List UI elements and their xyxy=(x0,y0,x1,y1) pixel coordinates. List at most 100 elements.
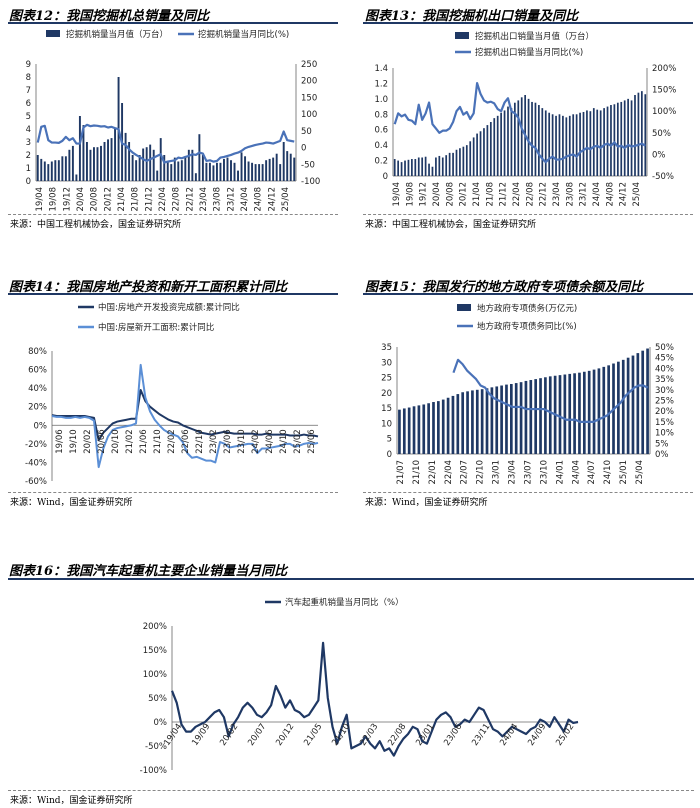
fig12-left-tick-0: 0 xyxy=(26,177,31,187)
fig12-bar-56 xyxy=(233,162,236,181)
fig12-right-tick-6: 200 xyxy=(301,77,317,87)
fig12-right-tick-5: 150 xyxy=(301,93,317,103)
fig13-source: 来源：中国工程机械协会，国金证券研究所 xyxy=(365,220,537,230)
fig13-right-tick-5: 200% xyxy=(652,64,676,74)
fig15-bar-9 xyxy=(441,399,445,454)
fig13-bar-31 xyxy=(500,112,502,176)
fig15-bar-24 xyxy=(514,383,518,454)
fig15-bar-34 xyxy=(563,374,567,454)
fig12-bar-2 xyxy=(43,161,46,181)
fig12-bar-3 xyxy=(47,164,50,181)
fig13-bar-30 xyxy=(496,115,499,176)
fig12-bar-13 xyxy=(82,125,85,181)
fig13-bar-68 xyxy=(627,98,629,176)
fig13-bar-54 xyxy=(579,112,581,176)
fig16-chart: -100%-50%0%50%100%150%200%19/04 19/09 20/0… xyxy=(140,597,579,776)
fig12-bar-36 xyxy=(163,155,166,181)
fig16-xtick-5: 21/05 xyxy=(302,722,324,748)
fig12-line-series xyxy=(36,123,295,164)
fig15-bar-51 xyxy=(646,348,649,454)
fig12-left-tick-6: 6 xyxy=(26,99,31,109)
fig14-xtick-9: 22/06 xyxy=(181,429,191,454)
fig13-bar-57 xyxy=(589,111,592,176)
fig12-bar-19 xyxy=(103,142,106,181)
fig14-xtick-5: 21/02 xyxy=(125,429,135,454)
fig12-bar-49 xyxy=(208,162,211,181)
fig12-xtick-7: 21/08 xyxy=(131,187,141,212)
fig13-xtick-18: 25/04 xyxy=(632,182,642,207)
fig12-xtick-2: 19/12 xyxy=(62,187,72,212)
fig15-xtick-3: 22/04 xyxy=(444,460,454,485)
fig16-ytick-3: 50% xyxy=(148,694,167,704)
fig13-left-tick-3: 0.6 xyxy=(374,126,388,136)
fig12-bar-46 xyxy=(198,134,201,181)
fig12-bar-66 xyxy=(268,158,271,181)
fig12-xtick-13: 23/08 xyxy=(213,187,223,212)
fig15-bar-2 xyxy=(407,407,411,454)
fig15-right-tick-0: 0% xyxy=(655,450,669,460)
fig15-left-tick-1: 5 xyxy=(387,435,392,445)
fig12-bar-55 xyxy=(230,160,232,181)
fig16-title-rule xyxy=(8,578,694,580)
fig14-legend-label-0: 中国:房地产开发投资完成额:累计同比 xyxy=(98,302,240,313)
fig16-ytick-0: -100% xyxy=(140,766,167,776)
fig12-bar-42 xyxy=(184,156,187,181)
fig15-bar-29 xyxy=(539,378,542,454)
fig14-xtick-14: 24/02 xyxy=(251,429,261,454)
fig15-xtick-6: 23/01 xyxy=(492,460,502,485)
fig15-xtick-2: 22/01 xyxy=(428,460,438,485)
fig15-bar-11 xyxy=(451,395,455,454)
fig15-bar-16 xyxy=(475,389,479,454)
fig16-xtick-8: 22/08 xyxy=(386,722,408,748)
fig15-bar-26 xyxy=(524,380,528,454)
fig14-xtick-11: 23/02 xyxy=(209,429,219,454)
fig12-chart: 0 1 2 3 4 5 6 7 8 9 -100 -50 0 50 100 150 200 250 19/04 19/… xyxy=(26,29,321,212)
fig15-right-tick-1: 5% xyxy=(655,439,669,449)
fig16-ytick-2: 0% xyxy=(154,718,168,728)
fig13-bar-48 xyxy=(558,114,561,176)
fig13-xtick-6: 21/04 xyxy=(472,182,482,207)
fig12-title-rule xyxy=(8,22,338,24)
fig15-right-tick-8: 40% xyxy=(655,364,674,374)
fig13-bar-40 xyxy=(531,101,533,176)
fig15-left-tick-4: 20 xyxy=(381,389,392,399)
fig15-bar-33 xyxy=(558,375,562,454)
fig14-xtick-15: 24/06 xyxy=(265,429,275,454)
fig12-left-tick-9: 9 xyxy=(26,60,31,70)
fig12-bar-15 xyxy=(89,149,92,181)
fig12-bar-37 xyxy=(166,161,169,181)
fig12-bar-38 xyxy=(170,164,173,181)
fig15-bar-21 xyxy=(500,385,503,454)
fig15-legend-label-0: 地方政府专项债务(万亿元) xyxy=(477,303,577,314)
fig13-xtick-5: 20/12 xyxy=(459,182,469,207)
fig12-right-tick-0: -100 xyxy=(301,177,320,187)
fig12-bar-54 xyxy=(226,157,229,181)
fig12-xtick-6: 21/04 xyxy=(117,187,127,212)
fig13-bar-24 xyxy=(476,133,478,176)
fig13-xtick-1: 19/08 xyxy=(405,182,415,207)
fig12-bar-39 xyxy=(173,157,176,181)
fig12-bar-6 xyxy=(57,160,60,181)
fig15-left-tick-5: 25 xyxy=(381,374,392,384)
fig13-bar-11 xyxy=(431,166,434,176)
fig15-bar-35 xyxy=(568,373,572,454)
fig13-bar-39 xyxy=(527,98,530,176)
fig12-bar-43 xyxy=(187,149,190,181)
fig12-bar-33 xyxy=(152,149,155,181)
fig16-ytick-4: 100% xyxy=(143,670,167,680)
fig12-bar-14 xyxy=(85,142,88,181)
fig14-xtick-18: 25/06 xyxy=(307,429,317,454)
fig13-xtick-8: 21/12 xyxy=(499,182,509,207)
fig15-bar-47 xyxy=(626,357,630,454)
fig16-ytick-5: 150% xyxy=(143,646,167,656)
fig14-xtick-4: 20/10 xyxy=(111,429,121,454)
fig15-left-tick-6: 30 xyxy=(381,358,392,368)
fig14-ytick-7: 80% xyxy=(28,347,47,357)
fig15-bar-43 xyxy=(607,365,610,454)
fig13-right-tick-1: 0% xyxy=(652,150,666,160)
fig12-right-tick-1: -50 xyxy=(301,160,315,170)
fig12-bar-72 xyxy=(289,153,292,181)
fig15-bar-50 xyxy=(641,350,645,454)
fig13-bar-29 xyxy=(493,118,496,176)
fig12-bar-52 xyxy=(219,162,222,181)
